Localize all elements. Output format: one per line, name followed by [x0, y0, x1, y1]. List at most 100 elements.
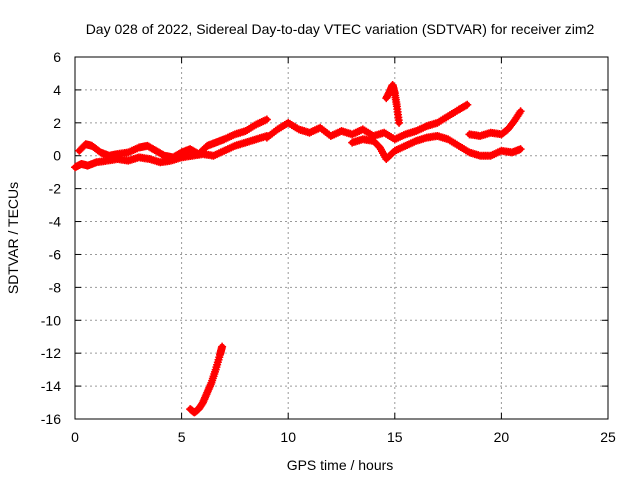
data-point	[309, 127, 318, 136]
chart-title: Day 028 of 2022, Sidereal Day-to-day VTE…	[86, 21, 595, 37]
data-points	[71, 80, 525, 417]
y-tick-label: 4	[53, 82, 61, 98]
data-point	[223, 133, 232, 142]
data-point	[333, 128, 342, 137]
data-point	[214, 149, 223, 158]
data-point	[261, 116, 270, 125]
data-point	[305, 128, 314, 137]
plot-frame	[74, 56, 609, 420]
y-tick-label: -4	[49, 214, 62, 230]
y-tick-label: 0	[53, 148, 61, 164]
x-tick-label: 5	[178, 429, 186, 445]
data-point	[394, 145, 403, 154]
x-tick-label: 15	[387, 429, 403, 445]
series-late-track	[465, 107, 525, 140]
data-point	[225, 144, 234, 153]
data-point	[229, 131, 238, 140]
data-point	[307, 127, 316, 136]
data-point	[488, 150, 497, 159]
data-point	[421, 122, 430, 131]
y-tick-label: -10	[41, 312, 61, 328]
data-point	[493, 148, 502, 157]
data-point	[348, 130, 357, 139]
data-point	[332, 129, 341, 138]
data-point	[415, 125, 424, 134]
data-point	[392, 134, 401, 143]
data-point	[390, 135, 399, 144]
data-point	[492, 149, 501, 158]
data-point	[131, 145, 140, 154]
data-point	[220, 146, 229, 155]
data-point	[396, 144, 405, 153]
y-axis-label: SDTVAR / TECUs	[5, 182, 21, 294]
data-point	[399, 142, 408, 151]
data-point	[463, 147, 472, 156]
y-tick-label: -12	[41, 345, 61, 361]
data-point	[406, 139, 415, 148]
data-point	[410, 137, 419, 146]
data-point	[397, 143, 406, 152]
y-tick-label: -14	[41, 378, 61, 394]
data-point	[405, 140, 414, 149]
data-point	[255, 118, 264, 127]
data-point	[220, 135, 229, 144]
data-point	[218, 147, 227, 156]
data-point	[392, 145, 401, 154]
data-point	[412, 127, 421, 136]
data-point	[213, 150, 222, 159]
x-tick-label: 10	[280, 429, 296, 445]
data-point	[486, 151, 495, 160]
data-point	[209, 151, 218, 160]
data-point	[222, 134, 231, 143]
data-point	[293, 124, 302, 133]
y-tick-label: 2	[53, 115, 61, 131]
data-point	[257, 117, 266, 126]
series-main-track-high	[75, 115, 271, 162]
data-point	[390, 146, 399, 155]
series-midday-lower-track	[348, 131, 525, 164]
data-point	[413, 126, 422, 135]
series-spike-track	[382, 80, 404, 127]
data-point	[252, 120, 261, 129]
data-point	[396, 132, 405, 141]
data-point	[419, 123, 428, 132]
series-midday-track	[262, 100, 472, 144]
series-outlier-track	[186, 342, 227, 417]
data-point	[353, 127, 362, 136]
x-tick-label: 0	[71, 429, 79, 445]
data-point	[223, 145, 232, 154]
data-point	[408, 138, 417, 147]
data-point	[222, 145, 231, 154]
data-point	[394, 133, 403, 142]
data-point	[399, 131, 408, 140]
data-point	[401, 141, 410, 150]
data-point	[461, 101, 470, 110]
data-point	[310, 126, 319, 135]
data-point	[397, 131, 406, 140]
data-point	[349, 129, 358, 138]
data-point	[227, 143, 236, 152]
data-point	[351, 128, 360, 137]
data-point	[516, 145, 525, 154]
y-tick-label: -6	[49, 246, 62, 262]
x-tick-label: 20	[494, 429, 510, 445]
data-point	[262, 115, 271, 124]
data-point	[124, 148, 133, 157]
data-point	[490, 150, 499, 159]
data-point	[227, 131, 236, 140]
data-point	[253, 119, 262, 128]
y-tick-label: -8	[49, 279, 62, 295]
y-tick-label: -16	[41, 411, 61, 427]
data-point	[126, 147, 135, 156]
x-axis-label: GPS time / hours	[287, 457, 394, 473]
data-point	[218, 342, 227, 351]
y-tick-label: -2	[49, 181, 62, 197]
data-point	[403, 141, 412, 150]
data-point	[225, 132, 234, 141]
data-point	[516, 107, 525, 116]
data-point	[326, 131, 335, 140]
data-point	[417, 124, 426, 133]
